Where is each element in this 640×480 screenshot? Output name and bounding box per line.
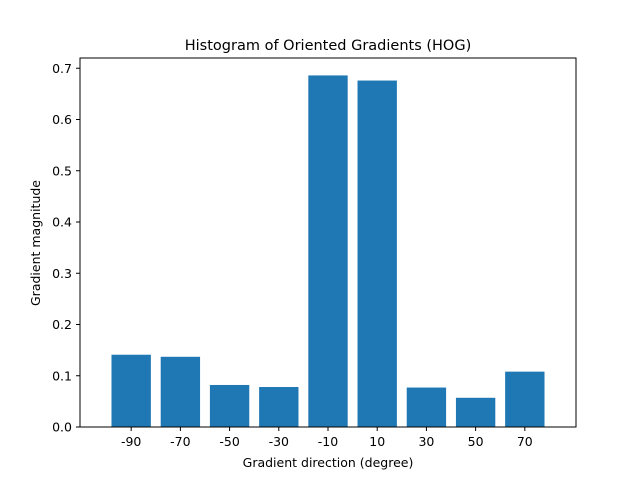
y-tick-label: 0.1 bbox=[52, 368, 72, 383]
x-tick-label: 50 bbox=[468, 434, 484, 449]
bar--30 bbox=[259, 387, 299, 427]
y-ticks-group: 0.0 0.1 0.2 0.3 0.4 0.5 0.6 0.7 bbox=[52, 61, 80, 435]
x-tick-label: -10 bbox=[318, 434, 338, 449]
bar--70 bbox=[160, 356, 201, 427]
x-tick-label: 10 bbox=[369, 434, 385, 449]
x-axis-label: Gradient direction (degree) bbox=[243, 455, 414, 470]
bar-70 bbox=[505, 371, 545, 427]
bar--90 bbox=[111, 354, 151, 427]
y-tick-label: 0.0 bbox=[52, 420, 72, 435]
y-tick-label: 0.6 bbox=[52, 112, 72, 127]
x-tick-label: -70 bbox=[170, 434, 190, 449]
y-tick-label: 0.3 bbox=[52, 266, 72, 281]
y-axis-label: Gradient magnitude bbox=[28, 180, 43, 306]
y-tick-label: 0.4 bbox=[52, 215, 72, 230]
plot-frame bbox=[79, 57, 577, 428]
bar-50 bbox=[455, 397, 496, 427]
bars-group bbox=[111, 75, 545, 428]
x-tick-label: -90 bbox=[121, 434, 141, 449]
x-tick-label: 30 bbox=[418, 434, 434, 449]
x-tick-label: -30 bbox=[269, 434, 289, 449]
x-tick-label: -50 bbox=[219, 434, 239, 449]
x-ticks-group: -90 -70 -50 -30 -10 10 30 50 70 bbox=[121, 427, 533, 449]
bar-10 bbox=[357, 80, 397, 428]
bar--10 bbox=[308, 75, 348, 428]
chart-title: Histogram of Oriented Gradients (HOG) bbox=[185, 38, 472, 54]
y-tick-label: 0.2 bbox=[52, 317, 72, 332]
x-tick-label: 70 bbox=[517, 434, 533, 449]
y-tick-label: 0.5 bbox=[52, 163, 72, 178]
bar--50 bbox=[209, 384, 250, 427]
y-tick-label: 0.7 bbox=[52, 61, 72, 76]
bar-30 bbox=[406, 387, 447, 427]
